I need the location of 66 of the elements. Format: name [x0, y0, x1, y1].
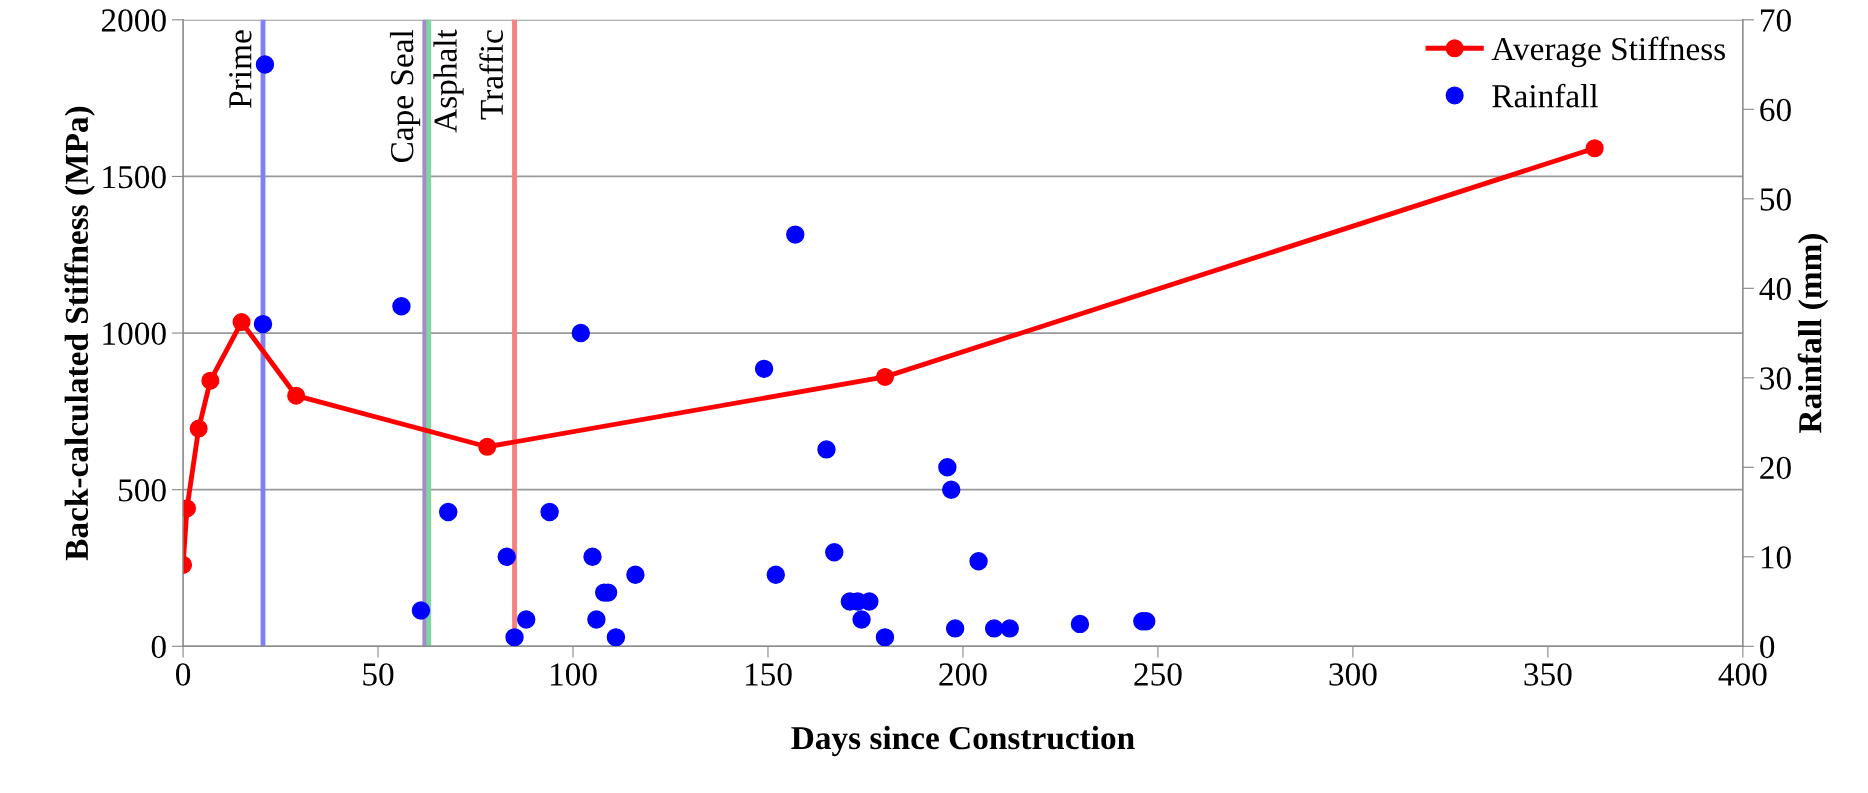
point [411, 601, 431, 620]
point [606, 628, 626, 647]
point [439, 502, 458, 522]
y-tick-label: 2000 [101, 9, 166, 32]
y-axis-title: Back-calculated Stiffness (MPa) [64, 106, 95, 561]
y2-tick-label: 70 [1761, 9, 1791, 32]
point [1070, 614, 1090, 634]
x-tick-label: 300 [1329, 663, 1377, 686]
point [517, 610, 536, 629]
ref-line-label: Asphalt [433, 29, 464, 133]
point [189, 419, 208, 438]
point [232, 313, 251, 332]
point [945, 619, 965, 638]
x-tick-label: 200 [939, 663, 987, 686]
point [942, 480, 961, 499]
point [583, 547, 602, 566]
point [1000, 619, 1019, 638]
x-tick-label: 250 [1134, 663, 1182, 686]
point [571, 323, 591, 343]
point [817, 440, 836, 459]
y2-tick-label: 50 [1760, 188, 1791, 211]
y2-tick-label: 30 [1760, 367, 1791, 390]
ref-line-label: Traffic [479, 30, 504, 120]
point [754, 359, 774, 379]
x-tick-label: 350 [1524, 663, 1572, 686]
y-tick-label: 500 [119, 479, 166, 502]
point [1585, 139, 1604, 158]
point [766, 565, 785, 584]
point [984, 619, 1004, 638]
point [478, 437, 497, 456]
y-tick-label: 1000 [103, 322, 166, 345]
point [825, 543, 844, 562]
x-axis-title: Days since Construction [791, 725, 1135, 757]
point [626, 565, 645, 584]
point [392, 297, 411, 316]
y2-tick-label: 10 [1761, 546, 1791, 569]
x-tick-label: 50 [363, 663, 394, 686]
point [540, 502, 559, 522]
x-tick-label: 100 [550, 663, 597, 686]
y-tick-label: 0 [151, 635, 166, 659]
point [497, 547, 516, 566]
point [852, 610, 871, 629]
point [875, 628, 895, 647]
y-tick-label: 1500 [103, 165, 166, 189]
y2-tick-label: 0 [1760, 635, 1775, 659]
point [969, 552, 988, 571]
point [253, 314, 273, 334]
point [786, 225, 805, 244]
ref-line-label: Prime [229, 30, 252, 108]
point [287, 386, 306, 405]
y2-axis-title: Rainfall (mm) [1797, 234, 1829, 433]
legend-label: Average Stiffness [1491, 36, 1725, 68]
x-tick-label: 0 [176, 663, 191, 686]
point [255, 55, 275, 74]
x-tick-label: 150 [745, 663, 792, 686]
y2-tick-label: 60 [1760, 98, 1791, 122]
point [201, 371, 220, 390]
y2-tick-label: 20 [1760, 456, 1791, 480]
ref-line-label: Cape Seal [389, 29, 421, 163]
point [875, 367, 894, 386]
legend-label: Rainfall [1492, 83, 1599, 108]
x-tick-label: 400 [1718, 663, 1767, 686]
point [938, 458, 957, 477]
y2-tick-label: 40 [1759, 277, 1791, 301]
point [505, 628, 524, 647]
point [587, 610, 606, 629]
